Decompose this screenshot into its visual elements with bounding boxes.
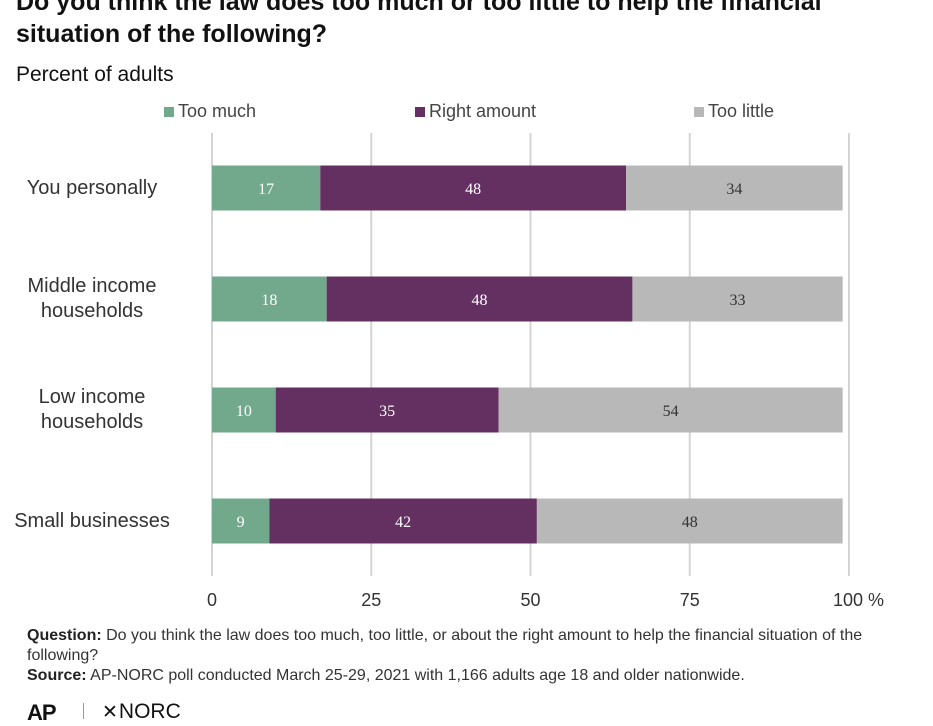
bar-too-little-small-businesses	[536, 498, 843, 544]
legend-label-too-much: Too much	[178, 101, 257, 121]
data-label-too-much-low-income-households: 10	[236, 403, 252, 420]
bar-right-amount-you-personally	[320, 165, 627, 211]
legend-item-too-much: Too much	[164, 101, 256, 122]
legend-swatch-too-little	[694, 106, 704, 117]
source-text: AP-NORC poll conducted March 25-29, 2021…	[90, 667, 745, 684]
norc-logo: ✕ NORC	[102, 700, 181, 724]
x-tick-label-0: 0	[206, 590, 218, 610]
data-label-right-amount-low-income-households: 35	[379, 403, 395, 420]
norc-logo-text: NORC	[118, 700, 181, 723]
bar-too-much-you-personally	[212, 165, 321, 211]
x-tick-label-100: 100 %	[833, 590, 885, 610]
data-label-too-little-middle-income-households: 33	[730, 292, 746, 309]
bar-too-much-small-businesses	[212, 498, 270, 544]
data-label-right-amount-small-businesses: 42	[395, 514, 411, 531]
chart-title: Do you think the law does too much or to…	[16, 0, 822, 48]
data-label-right-amount-you-personally: 48	[465, 181, 481, 198]
data-label-too-much-small-businesses: 9	[237, 514, 245, 531]
bar-right-amount-small-businesses	[269, 498, 537, 544]
data-label-too-little-you-personally: 34	[726, 181, 742, 198]
legend-swatch-right-amount	[415, 106, 425, 117]
source-label: Source:	[27, 667, 87, 684]
bar-right-amount-low-income-households	[275, 387, 499, 433]
category-label-low-income-households: Low income households	[0, 385, 192, 435]
legend-label-right-amount: Right amount	[429, 101, 537, 121]
ap-logo: AP	[27, 700, 57, 725]
data-label-too-much-you-personally: 17	[258, 181, 274, 198]
norc-star-icon: ✕	[102, 701, 118, 723]
category-label-line: households	[40, 411, 144, 433]
category-label-line: Middle income	[27, 275, 157, 297]
data-label-too-little-small-businesses: 48	[682, 514, 698, 531]
bar-right-amount-middle-income-households	[326, 276, 633, 322]
x-tick-label-50: 50	[520, 590, 541, 610]
data-label-too-much-middle-income-households: 18	[261, 292, 277, 309]
legend-label-too-little: Too little	[708, 101, 775, 121]
x-tick-label-75: 75	[679, 590, 700, 610]
category-label-line: Low income	[38, 386, 146, 408]
category-label-line: You personally	[26, 176, 158, 199]
logo-divider	[83, 703, 84, 719]
category-label-small-businesses: Small businesses	[0, 509, 192, 534]
category-label-you-personally: You personally	[0, 176, 192, 201]
bar-too-little-low-income-households	[498, 387, 843, 433]
bar-too-much-middle-income-households	[212, 276, 327, 322]
source-note: Source: AP-NORC poll conducted March 25-…	[27, 666, 897, 686]
bar-too-much-low-income-households	[212, 387, 276, 433]
question-note: Question: Do you think the law does too …	[27, 626, 897, 666]
category-label-line: households	[40, 300, 144, 322]
legend-item-right-amount: Right amount	[415, 101, 536, 122]
question-label: Question:	[27, 627, 102, 644]
category-label-line: Small businesses	[14, 509, 170, 532]
bar-too-little-you-personally	[626, 165, 843, 211]
legend-swatch-too-much	[164, 106, 174, 117]
legend-item-too-little: Too little	[694, 101, 774, 122]
bar-too-little-middle-income-households	[632, 276, 843, 322]
data-label-right-amount-middle-income-households: 48	[472, 292, 488, 309]
question-text: Do you think the law does too much, too …	[27, 627, 863, 664]
x-tick-label-25: 25	[361, 590, 382, 610]
chart-subtitle: Percent of adults	[16, 63, 174, 86]
data-label-too-little-low-income-households: 54	[663, 403, 679, 420]
category-label-middle-income-households: Middle income households	[0, 274, 192, 324]
